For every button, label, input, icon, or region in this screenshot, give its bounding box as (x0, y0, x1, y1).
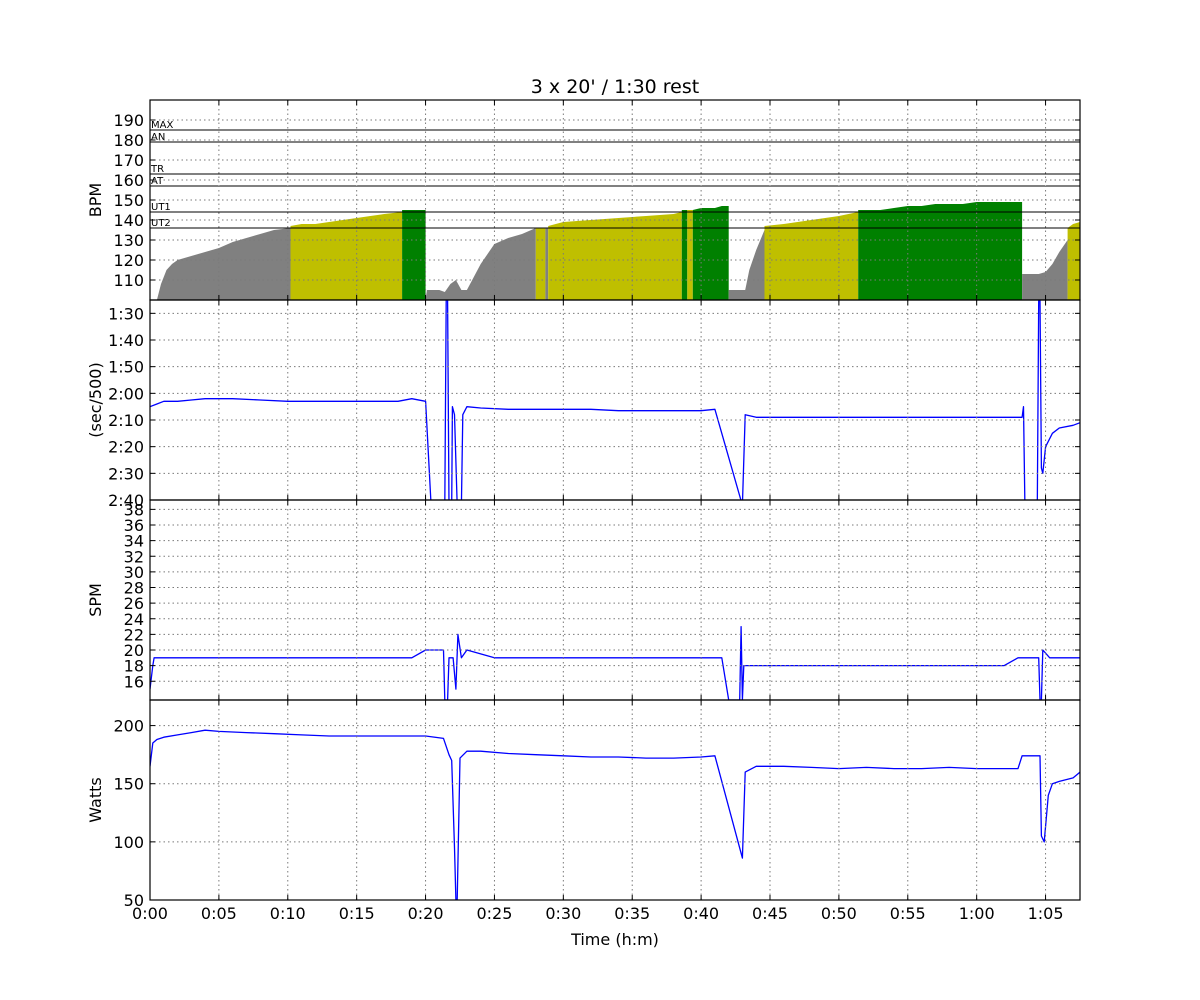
hr-area-green-7 (681, 210, 688, 300)
xtick-label: 0:45 (752, 904, 788, 923)
xtick-label: 1:00 (959, 904, 995, 923)
xtick-label: 0:10 (270, 904, 306, 923)
stroke_rate-frame (149, 499, 1081, 701)
zone-label-ut2: UT2 (151, 218, 171, 229)
power-panel: 50 100 150 200 Watts (86, 699, 1081, 910)
power-ytick-label: 150 (113, 775, 144, 794)
stroke_rate-ytick-label: 34 (124, 532, 144, 551)
stroke_rate-ytick-label: 16 (124, 672, 144, 691)
pace-ytick-label: 1:40 (108, 331, 144, 350)
heart_rate-ytick-label: 130 (113, 231, 144, 250)
power-plot-area (150, 729, 1080, 900)
stroke_rate-ytick-label: 24 (124, 610, 144, 629)
zone-label-tr: TR (150, 164, 164, 175)
heart_rate-ytick-label: 170 (113, 151, 144, 170)
hr-area-grey-0 (150, 228, 291, 300)
xtick-label: 0:50 (821, 904, 857, 923)
stroke_rate-ytick-label: 32 (124, 547, 144, 566)
stroke_rate-ytick-label: 28 (124, 579, 144, 598)
x-axis: 0:00 0:05 0:10 0:15 0:20 0:25 0:30 0:35 0:40 0:45… (132, 904, 1063, 923)
power-ytick-label: 200 (113, 717, 144, 736)
hr-area-grey-5 (545, 228, 549, 300)
hr-area-yellow-8 (687, 210, 693, 300)
pace-plot-area (150, 300, 1080, 500)
hr-area-yellow-4 (535, 228, 546, 300)
pace-ytick-label: 2:00 (108, 384, 144, 403)
stroke_rate-ylabel: SPM (86, 583, 105, 617)
stroke_rate-series-line (150, 625, 1080, 700)
pace-series-line (150, 300, 1080, 500)
hr-area-yellow-1 (290, 212, 403, 300)
power-ylabel: Watts (86, 777, 105, 822)
heart_rate-ylabel: BPM (86, 183, 105, 217)
xtick-label: 0:15 (339, 904, 375, 923)
stroke_rate-ytick-label: 38 (124, 500, 144, 519)
power-series-line (150, 729, 1080, 900)
heart_rate-ytick-label: 180 (113, 131, 144, 150)
xtick-label: 0:25 (476, 904, 512, 923)
hr-area-grey-3 (425, 228, 536, 300)
chart-title: 3 x 20' / 1:30 rest (531, 76, 699, 98)
zone-label-ut1: UT1 (151, 202, 171, 213)
heart_rate-ytick-label: 160 (113, 171, 144, 190)
xtick-label: 0:35 (614, 904, 650, 923)
xtick-label: 0:00 (132, 904, 168, 923)
heart_rate-ytick-label: 190 (113, 111, 144, 130)
pace-ytick-label: 2:10 (108, 411, 144, 430)
zone-label-an: AN (151, 132, 165, 143)
heart_rate-ytick-label: 110 (113, 271, 144, 290)
stroke_rate-plot-area (150, 625, 1080, 700)
hr-area-grey-10 (728, 230, 765, 300)
hr-area-grey-13 (1022, 240, 1068, 300)
stroke_rate-ytick-label: 20 (124, 641, 144, 660)
hr-area-yellow-11 (764, 212, 859, 300)
power-frame (149, 699, 1081, 901)
pace-ytick-label: 1:50 (108, 358, 144, 377)
xtick-label: 0:55 (890, 904, 926, 923)
xtick-label: 0:30 (545, 904, 581, 923)
pace-ytick-label: 1:30 (108, 304, 144, 323)
heart_rate-plot-area (150, 202, 1080, 300)
heart_rate-ytick-label: 140 (113, 211, 144, 230)
pace-ytick-label: 2:30 (108, 464, 144, 483)
xtick-label: 1:05 (1028, 904, 1064, 923)
pace-ylabel: (sec/500) (86, 362, 105, 437)
stroke_rate-ytick-label: 30 (124, 563, 144, 582)
hr-area-yellow-14 (1067, 222, 1080, 300)
stroke_rate-ytick-label: 26 (124, 594, 144, 613)
hr-area-yellow-6 (548, 212, 682, 300)
stroke_rate-ytick-label: 36 (124, 516, 144, 535)
zone-label-max: MAX (151, 120, 173, 131)
pace-panel: 1:30 1:40 1:50 2:00 2:10 2:20 2:30 2:40 (sec/500… (86, 299, 1081, 510)
pace-ytick-label: 2:40 (108, 491, 144, 510)
power-ytick-label: 100 (113, 833, 144, 852)
power-ytick-label: 50 (124, 891, 144, 910)
heart_rate-ytick-label: 150 (113, 191, 144, 210)
x-axis-label: Time (h:m) (570, 930, 659, 949)
xtick-label: 0:20 (408, 904, 444, 923)
xtick-label: 0:05 (201, 904, 237, 923)
heart_rate-ytick-label: 120 (113, 251, 144, 270)
pace-ytick-label: 2:20 (108, 438, 144, 457)
stroke_rate-ytick-label: 22 (124, 625, 144, 644)
zone-label-at: AT (151, 176, 164, 187)
hr-area-green-2 (402, 210, 426, 300)
pace-frame (149, 299, 1081, 501)
hr-area-green-12 (858, 202, 1023, 300)
stroke_rate-ytick-label: 18 (124, 657, 144, 676)
xtick-label: 0:40 (683, 904, 719, 923)
hr-area-green-9 (692, 206, 729, 300)
